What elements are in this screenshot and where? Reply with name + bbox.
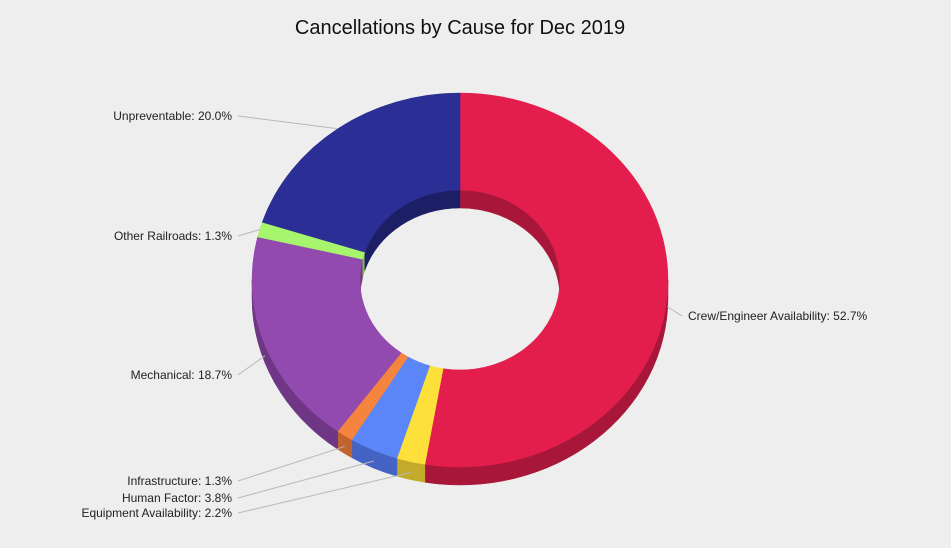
slice-mechanical[interactable] — [251, 236, 402, 432]
leader-infrastructure — [237, 445, 345, 482]
leader-unpreventable — [237, 115, 338, 130]
label-human-factor: Human Factor: 3.8% — [122, 491, 232, 505]
leader-crew-engineer-availability — [666, 306, 683, 317]
slice-crew-engineer-availability[interactable] — [424, 92, 669, 468]
slice-labels: Crew/Engineer Availability: 52.7% Equipme… — [81, 109, 867, 520]
label-equipment-availability: Equipment Availability: 2.2% — [81, 506, 232, 520]
label-other-railroads: Other Railroads: 1.3% — [114, 229, 232, 243]
donut-tops — [251, 92, 669, 468]
label-infrastructure: Infrastructure: 1.3% — [127, 474, 232, 488]
leader-other-railroads — [237, 229, 260, 237]
leader-equipment-availability — [237, 472, 411, 514]
chart-title: Cancellations by Cause for Dec 2019 — [295, 17, 625, 39]
slice-unpreventable[interactable] — [261, 92, 461, 253]
leader-mechanical — [237, 355, 266, 376]
donut-sides — [251, 279, 669, 486]
label-unpreventable: Unpreventable: 20.0% — [113, 109, 232, 123]
label-mechanical: Mechanical: 18.7% — [131, 368, 233, 382]
leader-human-factor — [237, 460, 374, 499]
label-crew-engineer-availability: Crew/Engineer Availability: 52.7% — [688, 309, 868, 323]
